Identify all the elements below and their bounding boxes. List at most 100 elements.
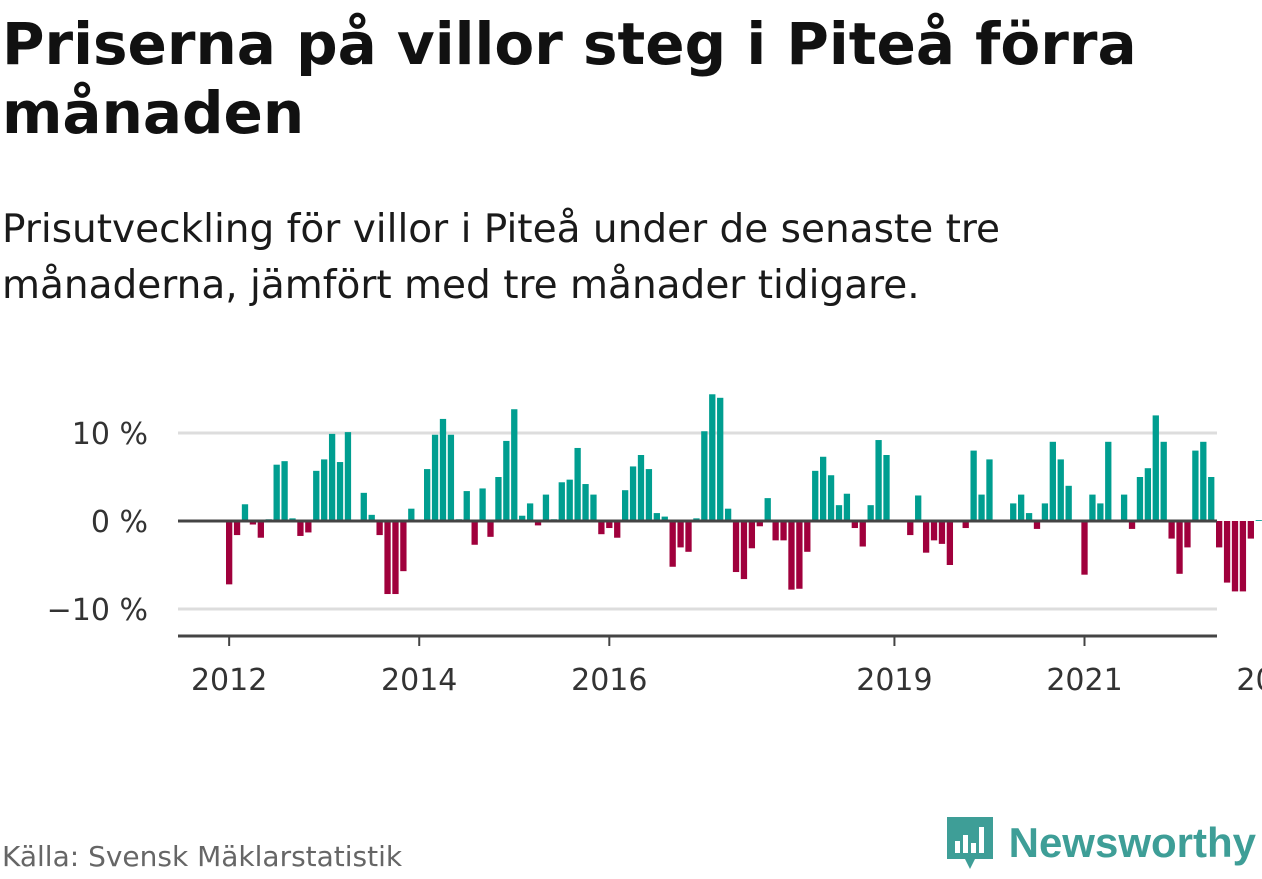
bar [843,493,851,521]
bar [859,521,866,547]
y-tick-label: −10 % [47,593,148,628]
y-tick-label: 0 % [91,505,148,540]
bar [257,521,264,538]
bar [1049,441,1056,521]
bar [772,521,779,541]
bars [226,394,1262,595]
bar [962,521,969,529]
bar [590,494,597,521]
bar [820,456,827,521]
bar [922,521,930,553]
bar [519,515,526,521]
x-tick-label: 2023 [1236,663,1262,698]
bar [701,431,708,521]
bar [1176,521,1183,574]
bar [764,498,771,521]
chart-subtitle: Prisutveckling för villor i Piteå under … [2,207,1001,308]
bar [796,521,803,589]
bar [479,488,486,521]
bar [740,521,748,580]
source-note: Källa: Svensk Mäklarstatistik [2,840,403,873]
bar [1120,494,1128,521]
bar [313,470,320,521]
bar [233,521,241,536]
bar [471,521,478,545]
bar [582,484,589,521]
bar [677,521,684,548]
bar [669,521,676,567]
bar [1010,503,1017,521]
bar [598,521,605,535]
bar [827,475,835,521]
bar [1144,468,1152,521]
bar [392,521,399,595]
bar [1247,521,1254,539]
bar [875,440,882,521]
bar [614,521,621,538]
x-tick-label: 2012 [191,663,267,698]
bar [534,521,542,526]
brand-name: Newsworthy [1008,819,1256,866]
bar [788,521,795,590]
bar [1168,521,1175,539]
bar [835,505,843,521]
bar [344,432,352,521]
x-tick-label: 2021 [1046,663,1122,698]
bar [1097,503,1104,521]
bar [938,521,946,544]
bar [851,521,858,529]
bar [637,455,645,521]
bar [249,521,257,525]
bar [1184,521,1191,548]
bar [907,521,914,536]
bar [336,462,344,521]
bar [1081,521,1088,575]
bar [622,490,629,521]
bar [661,516,668,521]
bar-chart: 10 %0 %−10 %2012201420162019202120235 % [47,394,1262,698]
bar [756,521,763,527]
bar [495,477,502,521]
bar [867,505,874,521]
bar [384,521,391,595]
brand-logo: Newsworthy [945,815,1256,871]
bar [1208,477,1215,521]
bar [1128,521,1136,529]
bar [970,450,977,521]
bar [653,513,660,521]
bar [1041,503,1049,521]
bar [328,433,336,521]
bar [273,464,280,521]
bar [368,514,375,521]
bar [1018,494,1025,521]
bar [542,494,550,521]
bar [503,440,510,521]
bar [1216,521,1223,548]
gridlines [178,431,1217,611]
bar [431,434,439,521]
bar [645,469,653,521]
bar [1025,513,1033,521]
bar [1033,521,1041,529]
labels: 10 %0 %−10 %2012201420162019202120235 % [47,417,1262,698]
x-tick-label: 2016 [571,663,647,698]
y-tick-label: 10 % [72,417,148,452]
bar [566,479,573,521]
bar [511,409,518,521]
bar [241,504,249,521]
bar [1200,441,1207,521]
bar [376,521,383,536]
bar [1192,450,1199,521]
bar [574,447,581,521]
bar [812,470,819,521]
axes [178,519,1217,646]
bar [724,508,732,521]
bar [629,466,637,521]
bar [717,397,724,521]
bar [281,461,288,521]
bar [1255,520,1262,521]
x-tick-label: 2019 [856,663,932,698]
bar [463,491,470,521]
bar [1223,521,1231,583]
bar [780,521,787,541]
